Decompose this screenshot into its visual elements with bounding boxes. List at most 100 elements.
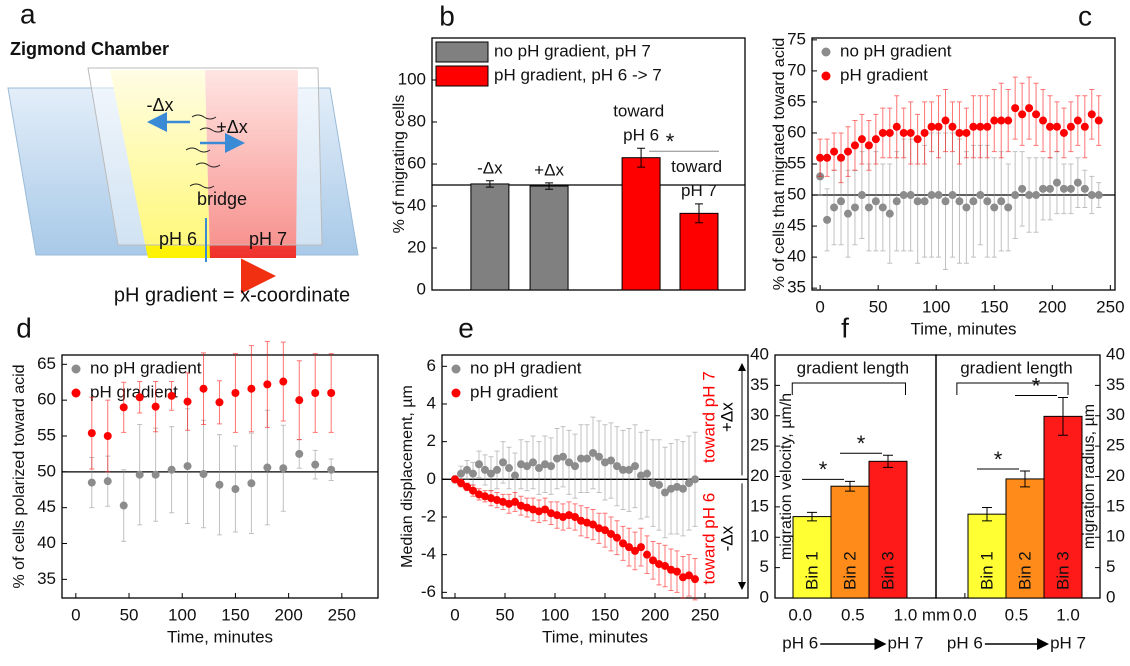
y-tick-label: 40 <box>750 344 769 363</box>
data-point <box>927 122 936 131</box>
x-axis-title: Time, minutes <box>910 319 1016 338</box>
x-tick-label: 150 <box>221 605 249 624</box>
significance-mark: * <box>857 431 866 456</box>
data-point <box>997 116 1006 125</box>
gradient-end: pH 7 <box>1050 633 1086 652</box>
data-point <box>1094 191 1103 200</box>
diagram-title: Zigmond Chamber <box>10 39 169 59</box>
y-tick-label: 70 <box>787 60 806 79</box>
x-tick-label: 50 <box>869 297 888 316</box>
error-bar <box>883 454 893 468</box>
diagram-caption: pH gradient = x-coordinate <box>114 284 350 306</box>
direction-label: toward pH 7 <box>699 371 718 463</box>
legend-marker <box>451 388 461 398</box>
data-point <box>481 492 489 501</box>
y-tick-label: 25 <box>1106 436 1125 455</box>
data-point <box>997 197 1006 206</box>
x-tick-label: 0.5 <box>841 605 865 624</box>
bracket <box>791 382 906 395</box>
data-point <box>469 469 477 478</box>
data-point <box>1039 116 1048 125</box>
bar <box>830 485 870 599</box>
y-tick-label: 0 <box>427 469 436 488</box>
data-point <box>637 471 645 480</box>
data-point <box>990 203 999 212</box>
y-tick-label: -4 <box>421 544 436 563</box>
data-point <box>475 460 483 469</box>
shift-label: -Δx <box>146 95 173 115</box>
gradient-end: pH 6 <box>947 633 983 652</box>
data-point <box>920 128 929 137</box>
data-point <box>1018 184 1027 193</box>
data-point <box>1011 191 1020 200</box>
y-tick-label: 55 <box>37 425 56 444</box>
data-point <box>295 396 304 405</box>
bracket-label: gradient length <box>960 358 1072 377</box>
legend-label: pH gradient <box>90 382 178 401</box>
data-point <box>167 465 176 474</box>
data-point <box>1073 178 1082 187</box>
data-point <box>976 122 985 131</box>
data-point <box>451 475 459 484</box>
data-point <box>619 539 627 548</box>
y-tick-label: 60 <box>407 153 426 172</box>
data-point <box>295 449 304 458</box>
data-point <box>941 116 950 125</box>
bar-label: Bin 3 <box>1053 551 1072 590</box>
data-point <box>655 560 663 569</box>
data-point <box>673 482 681 491</box>
bar-label: toward pH 6 <box>613 102 669 145</box>
error-bar <box>1058 397 1068 436</box>
data-point <box>885 128 894 137</box>
data-point <box>913 197 922 206</box>
y-tick-label: 10 <box>1106 527 1125 546</box>
data-point <box>595 452 603 461</box>
y-tick-label: 10 <box>750 527 769 546</box>
data-point <box>983 197 992 206</box>
data-point <box>892 197 901 206</box>
error-bar <box>637 147 646 168</box>
data-point <box>830 147 839 156</box>
data-point <box>589 520 597 529</box>
bracket <box>956 382 1069 395</box>
y-tick-label: 35 <box>787 278 806 297</box>
data-point <box>816 153 825 162</box>
data-point <box>823 153 832 162</box>
data-point <box>955 128 964 137</box>
legend-swatch <box>435 65 489 87</box>
bar <box>621 157 661 291</box>
data-point <box>1025 191 1034 200</box>
x-tick-label: 100 <box>168 605 196 624</box>
data-point <box>493 465 501 474</box>
error-bar <box>545 182 554 190</box>
y-tick-label: 80 <box>407 111 426 130</box>
x-axis-title: Time, minutes <box>167 627 273 646</box>
data-point <box>1018 110 1027 119</box>
data-point <box>667 565 675 574</box>
data-point <box>830 203 839 212</box>
y-tick-label: 2 <box>427 431 436 450</box>
x-axis-title: Time, minutes <box>542 627 648 646</box>
plot-frame <box>61 354 379 599</box>
data-point <box>685 571 693 580</box>
x-tick-label: 250 <box>691 605 719 624</box>
gradient-end: pH 7 <box>888 633 924 652</box>
y-tick-label: 45 <box>787 216 806 235</box>
data-point <box>691 575 699 584</box>
well-label: pH 7 <box>249 229 287 249</box>
x-tick-label: 100 <box>541 605 569 624</box>
bar <box>470 183 510 291</box>
y-tick-label: 65 <box>37 354 56 373</box>
data-point <box>151 470 160 479</box>
data-point <box>481 465 489 474</box>
y-tick-label: 30 <box>750 405 769 424</box>
data-point <box>1094 116 1103 125</box>
data-point <box>583 454 591 463</box>
data-point <box>667 484 675 493</box>
data-point <box>1066 184 1075 193</box>
y-tick-label: 40 <box>787 247 806 266</box>
bar-label: -Δx <box>477 158 503 177</box>
data-point <box>837 153 846 162</box>
data-point <box>247 479 256 488</box>
data-point <box>685 479 693 488</box>
